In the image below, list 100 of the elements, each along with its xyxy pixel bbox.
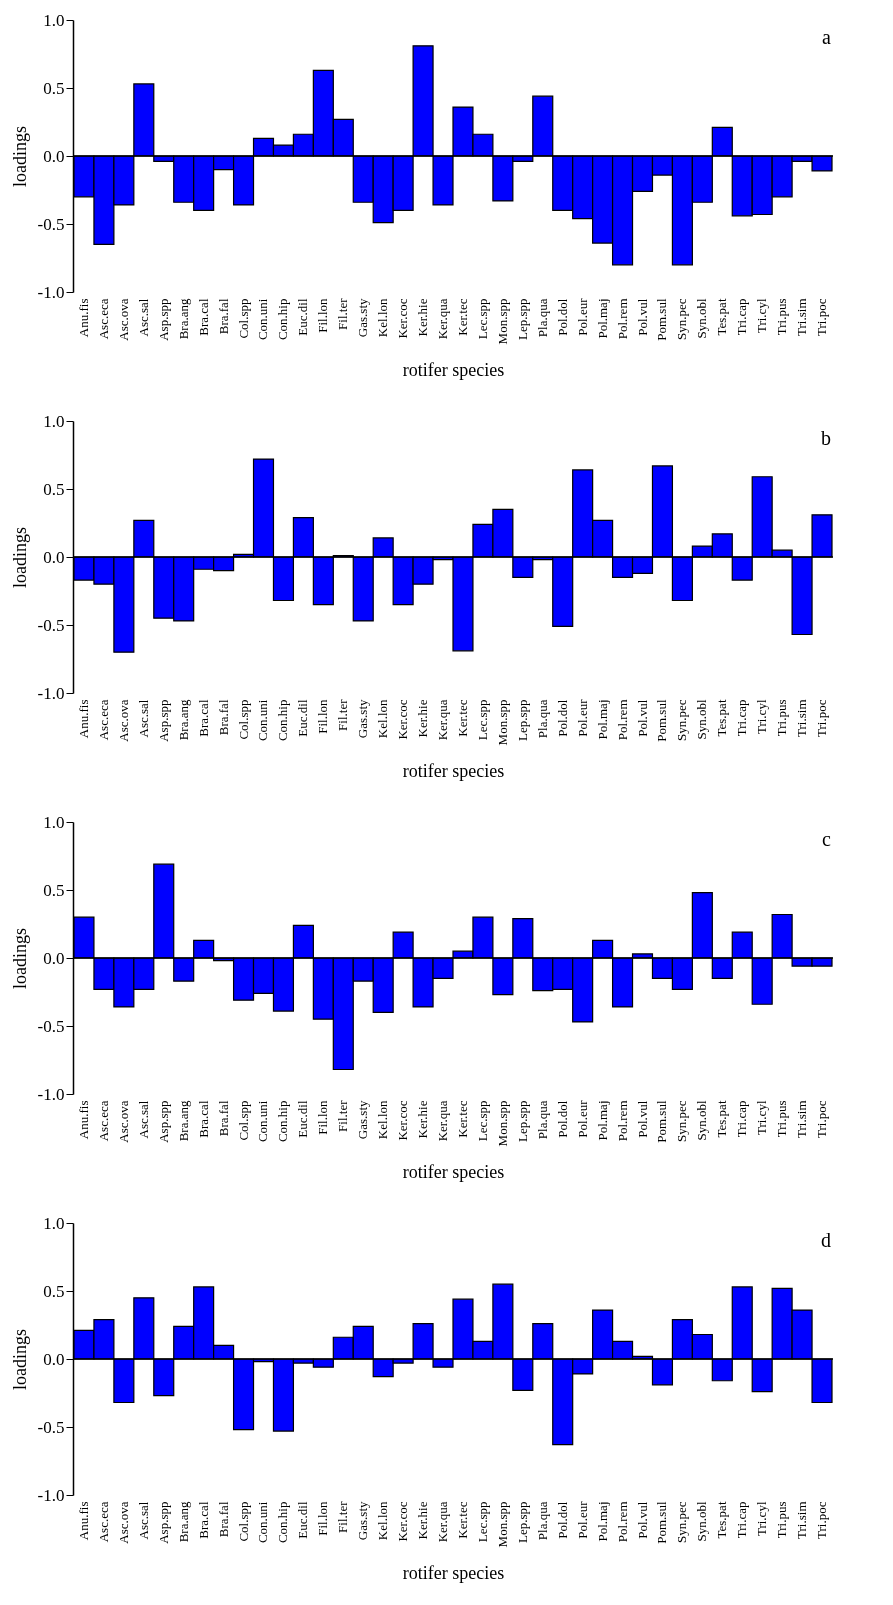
x-tick-label: Pla.qua [534, 298, 550, 338]
x-tick-label: Tri.poc [814, 1501, 830, 1539]
x-tick-label: Ker.coc [395, 1100, 411, 1141]
x-tick-label: Col.spp [235, 699, 251, 740]
x-tick-label: Asc.ova [115, 1100, 131, 1143]
x-tick-label: Col.spp [235, 1100, 251, 1141]
x-tick-label: Euc.dil [295, 1100, 311, 1138]
x-tick-label: Pol.maj [594, 699, 610, 740]
x-tick-label: Fil.ter [335, 297, 351, 330]
x-tick-label: Col.spp [235, 1501, 251, 1542]
x-tick-label: Tri.pus [774, 1100, 790, 1138]
y-tick-label: 0.0 [43, 948, 65, 968]
x-tick-label: Tri.poc [814, 1100, 830, 1138]
x-tick-label: Ker.qua [435, 699, 451, 741]
x-tick-label: Asc.ova [115, 1501, 131, 1544]
y-tick-label: 1.0 [43, 10, 65, 30]
x-tick-label: Syn.obl [694, 1501, 710, 1542]
x-tick-label: Asp.spp [155, 699, 171, 742]
x-tick-label: Ker.coc [395, 1501, 411, 1542]
x-tick-label: Lec.spp [474, 1501, 490, 1543]
y-tick-label: 1.0 [43, 812, 65, 832]
y-tick-label: 0.5 [43, 479, 65, 499]
x-tick-label: Ker.tec [454, 699, 470, 737]
x-tick-label: Ker.tec [454, 1100, 470, 1138]
y-tick-label: 1.0 [43, 411, 65, 431]
x-tick-label: Fil.lon [315, 699, 331, 734]
y-tick-label: -0.5 [37, 1417, 65, 1437]
x-tick-label: Pol.vul [634, 699, 650, 737]
y-tick-label: -0.5 [37, 1016, 65, 1036]
x-tick-label: Fil.lon [315, 298, 331, 333]
x-tick-label: Tri.cyl [754, 1100, 770, 1136]
x-tick-label: Bra.fal [215, 298, 231, 335]
x-tick-label: Pol.dol [554, 1501, 570, 1539]
x-tick-label: Lep.spp [514, 699, 530, 742]
x-tick-label: Lep.spp [514, 1100, 530, 1143]
x-tick-label: Kel.lon [375, 699, 391, 739]
x-tick-label: Tri.cap [734, 1100, 750, 1138]
x-tick-label: Con.uni [255, 298, 271, 341]
x-tick-label: Anu.fis [75, 1501, 91, 1541]
x-tick-label: Pol.vul [634, 298, 650, 336]
y-tick-label: -0.5 [37, 615, 65, 635]
x-tick-label: Anu.fis [75, 699, 91, 739]
x-tick-label: Bra.cal [195, 298, 211, 336]
x-tick-label: Lep.spp [514, 1501, 530, 1544]
x-tick-label: Pom.sul [654, 1501, 670, 1544]
x-tick-label: Euc.dil [295, 298, 311, 336]
x-tick-label: Asc.sal [135, 699, 151, 738]
x-tick-label: Fil.lon [315, 1501, 331, 1536]
x-tick-label: Fil.ter [335, 698, 351, 731]
x-tick-label: Pol.rem [614, 1501, 630, 1543]
x-tick-label: Syn.pec [674, 298, 690, 341]
x-tick-label: Ker.coc [395, 298, 411, 339]
x-tick-label: Kel.lon [375, 1501, 391, 1541]
x-tick-label: Gas.sty [355, 1100, 371, 1140]
x-tick-label: Tri.poc [814, 699, 830, 737]
x-tick-label: Pom.sul [654, 699, 670, 742]
x-tick-label: Bra.ang [175, 1100, 191, 1142]
x-tick-label: Gas.sty [355, 298, 371, 338]
x-tick-label: Tri.cyl [754, 298, 770, 334]
x-tick-label: Lec.spp [474, 1100, 490, 1142]
y-tick-label: 0.0 [43, 547, 65, 567]
x-tick-label: Ker.hie [415, 699, 431, 738]
x-tick-label: Syn.obl [694, 1100, 710, 1141]
x-tick-label: Bra.ang [175, 699, 191, 741]
x-tick-label: Syn.pec [674, 1501, 690, 1544]
x-tick-label: Ker.tec [454, 298, 470, 336]
x-tick-label: Pom.sul [654, 1100, 670, 1143]
x-tick-label: Bra.fal [215, 1100, 231, 1137]
x-tick-label: Kel.lon [375, 1100, 391, 1140]
x-tick-label: Tri.cap [734, 298, 750, 336]
x-tick-label: Tes.pat [714, 298, 730, 336]
x-tick-label: Pol.eur [574, 1099, 590, 1138]
x-tick-label: Lec.spp [474, 298, 490, 340]
x-tick-label: Tri.sim [794, 1501, 810, 1539]
x-tick-label: Asc.ova [115, 298, 131, 341]
x-tick-label: Bra.ang [175, 1501, 191, 1543]
x-tick-label: Tri.pus [774, 298, 790, 336]
x-tick-label: Bra.cal [195, 1501, 211, 1539]
x-tick-label: Tes.pat [714, 1501, 730, 1539]
x-tick-label: Con.uni [255, 699, 271, 742]
x-tick-label: Syn.obl [694, 699, 710, 740]
x-tick-label: Pol.rem [614, 699, 630, 741]
x-tick-label: Ker.tec [454, 1501, 470, 1539]
x-tick-label: Tri.cyl [754, 699, 770, 735]
x-tick-label: Asc.ova [115, 699, 131, 742]
x-tick-label: Tri.cap [734, 699, 750, 737]
x-tick-label: Anu.fis [75, 1100, 91, 1140]
x-tick-label: Syn.obl [694, 298, 710, 339]
x-tick-label: Asc.eca [95, 1501, 111, 1543]
x-tick-label: Ker.qua [435, 1100, 451, 1142]
x-tick-label: Pol.maj [594, 1501, 610, 1542]
x-tick-label: Lec.spp [474, 699, 490, 741]
x-axis-title: rotifer species [402, 761, 505, 782]
y-tick-label: 0.0 [43, 1349, 65, 1369]
x-tick-label: Bra.fal [215, 1501, 231, 1538]
x-tick-label: Asc.sal [135, 298, 151, 337]
x-tick-label: Tri.poc [814, 298, 830, 336]
x-tick-label: Asc.sal [135, 1501, 151, 1540]
x-tick-label: Tri.sim [794, 1100, 810, 1138]
y-tick-label: 0.5 [43, 78, 65, 98]
